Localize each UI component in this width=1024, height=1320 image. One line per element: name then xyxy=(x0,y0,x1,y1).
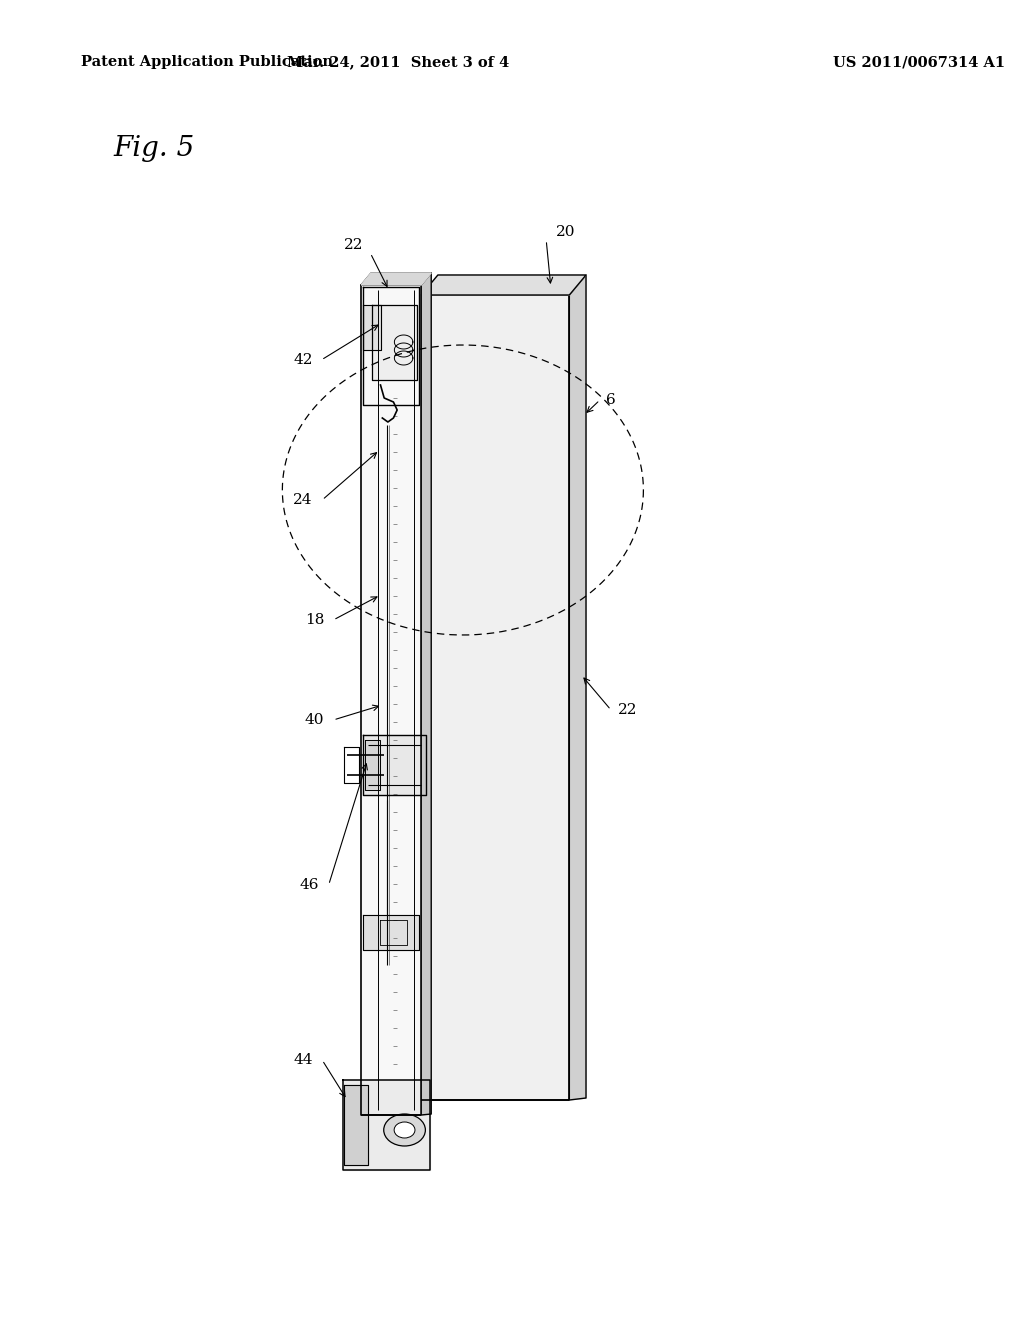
Polygon shape xyxy=(361,273,431,285)
Text: 46: 46 xyxy=(300,878,319,892)
Text: 6: 6 xyxy=(606,393,616,407)
Text: 40: 40 xyxy=(304,713,324,727)
Polygon shape xyxy=(421,275,586,294)
Polygon shape xyxy=(365,741,380,789)
Polygon shape xyxy=(362,915,420,950)
Ellipse shape xyxy=(384,1114,425,1146)
Polygon shape xyxy=(421,294,569,1100)
Polygon shape xyxy=(421,273,431,1115)
Text: Fig. 5: Fig. 5 xyxy=(113,135,195,161)
Text: US 2011/0067314 A1: US 2011/0067314 A1 xyxy=(834,55,1006,69)
Text: Patent Application Publication: Patent Application Publication xyxy=(82,55,334,69)
Polygon shape xyxy=(361,285,421,1115)
Text: 24: 24 xyxy=(294,492,313,507)
Text: 22: 22 xyxy=(618,704,638,717)
Polygon shape xyxy=(362,735,426,795)
Text: 42: 42 xyxy=(294,352,313,367)
Text: Mar. 24, 2011  Sheet 3 of 4: Mar. 24, 2011 Sheet 3 of 4 xyxy=(287,55,509,69)
Polygon shape xyxy=(362,305,381,350)
Text: 20: 20 xyxy=(555,224,574,239)
Polygon shape xyxy=(569,275,586,1100)
Polygon shape xyxy=(344,1085,369,1166)
Ellipse shape xyxy=(394,1122,415,1138)
Text: 44: 44 xyxy=(294,1053,313,1067)
Text: 22: 22 xyxy=(344,238,364,252)
Polygon shape xyxy=(343,1080,430,1170)
Text: 18: 18 xyxy=(304,612,324,627)
Polygon shape xyxy=(372,305,417,380)
